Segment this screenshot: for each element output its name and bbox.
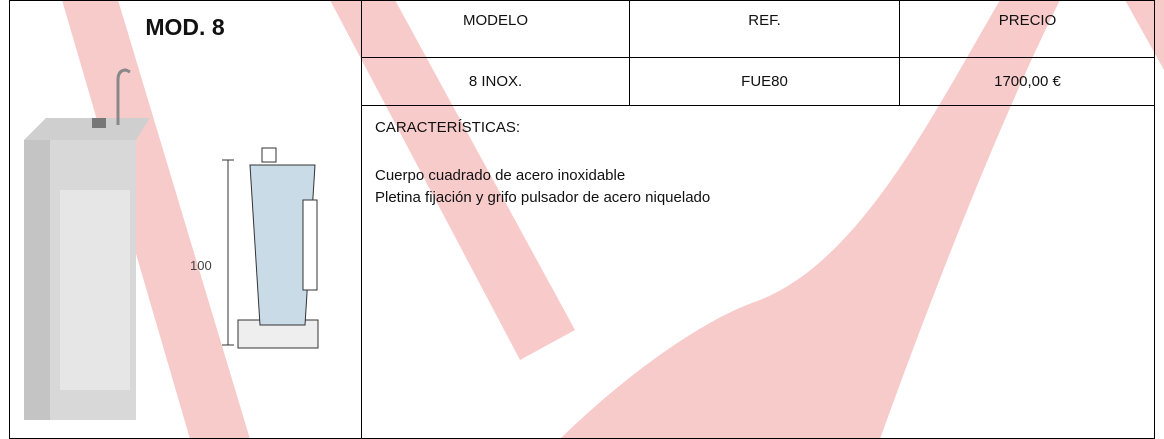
characteristics-line: Cuerpo cuadrado de acero inoxidable [375,167,626,184]
characteristics-heading: CARACTERÍSTICAS: [375,119,521,136]
fountain-side [24,140,50,420]
table-cell: FUE80 [741,73,788,90]
watermark [62,0,1164,439]
characteristics-line: Pletina fijación y grifo pulsador de ace… [375,189,711,206]
watermark-stripe [62,0,250,439]
drawing-tap [261,147,277,163]
table-cell: 8 INOX. [468,73,523,90]
table-cell: 1700,00 € [994,73,1061,90]
drawing-column [249,164,316,326]
fountain-photo [24,68,150,420]
drawing-door [302,199,318,291]
fountain-button [92,118,106,128]
fountain-panel [60,190,130,390]
watermark-shape [560,0,1060,439]
dimension-label: 100 [190,258,212,273]
watermark-stripe [330,0,575,360]
header-cell: PRECIO [998,11,1057,29]
fountain-tap [116,68,131,125]
header-cell: MODELO [462,11,528,29]
fountain-drawing [222,147,319,349]
model-title: MOD. 8 [145,14,225,40]
fountain-top [24,118,150,140]
header-cell: REF. [748,11,781,29]
